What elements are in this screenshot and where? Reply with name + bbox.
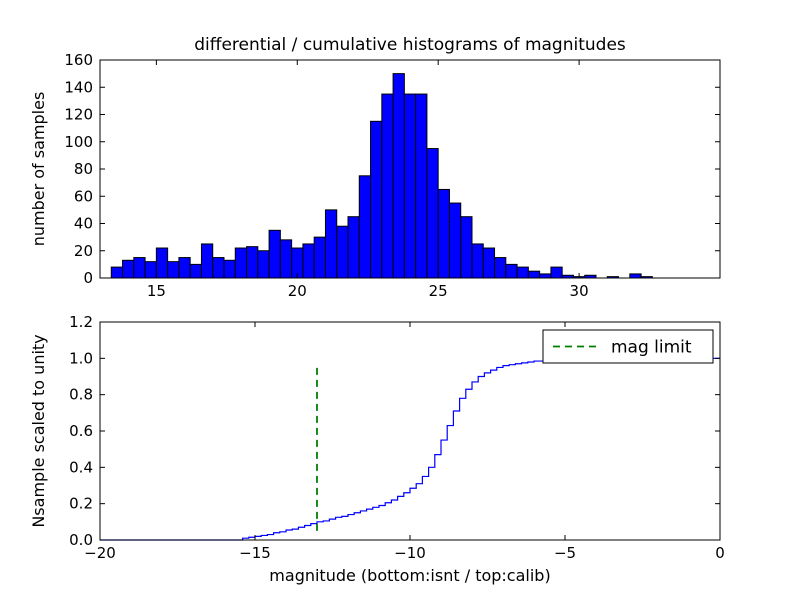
histogram-bar: [460, 216, 473, 279]
histogram-bar: [482, 247, 496, 279]
x-tick-label: −20: [84, 544, 116, 562]
histogram-bar: [381, 93, 394, 279]
y-tick-label: 100: [64, 133, 93, 151]
histogram-bar: [155, 247, 169, 279]
histogram-bar: [246, 246, 259, 279]
legend: mag limit: [542, 329, 714, 364]
y-tick-label: 0.2: [69, 495, 93, 513]
y-tick-label: 80: [74, 160, 93, 178]
histogram-bar: [189, 263, 202, 279]
cumulative-histogram-axes: −20 −15 −10 −5 0 0.0 0.2 0.4 0.6 0.8 1.0 1.2 mag lim…: [69, 313, 725, 562]
histogram-bar: [392, 73, 405, 279]
x-tick-label: −10: [394, 544, 426, 562]
y-tick-label: 60: [74, 187, 93, 205]
x-tick-label: −15: [239, 544, 271, 562]
histogram-bar: [167, 261, 180, 279]
histogram-bar: [516, 266, 529, 279]
histogram-bar: [234, 247, 248, 279]
histogram-bar: [268, 229, 281, 279]
histogram-bar: [133, 257, 146, 279]
x-tick-label: 25: [429, 282, 448, 300]
histogram-bar: [494, 257, 507, 279]
histogram-bar: [448, 202, 462, 279]
histogram-bar: [200, 243, 214, 279]
histogram-bar: [313, 236, 326, 279]
y-tick-label: 0.4: [69, 458, 93, 476]
figure-title: differential / cumulative histograms of …: [194, 35, 626, 55]
histogram-bar: [122, 259, 135, 279]
histogram-bar: [347, 216, 360, 279]
x-tick-label: 20: [288, 282, 307, 300]
x-tick-label: 0: [715, 544, 725, 562]
plot-area: 15 20 25 30 0 20 40 60 80 100 120 140 160 −20 −15 −10 −5…: [64, 51, 724, 562]
histogram-bar: [110, 266, 124, 279]
cumulative-curve: [100, 357, 720, 541]
bottom-y-axis-label: Nsample scaled to unity: [29, 334, 48, 527]
differential-histogram-axes: 15 20 25 30 0 20 40 60 80 100 120 140 160: [64, 51, 721, 300]
y-tick-label: 0.0: [69, 531, 93, 549]
histogram-bar: [178, 257, 191, 279]
histogram-bar: [370, 120, 383, 279]
histogram-bar: [527, 270, 541, 279]
histogram-bar: [324, 209, 338, 279]
y-tick-label: 0: [83, 269, 93, 287]
histogram-bar: [257, 250, 270, 279]
y-tick-label: 40: [74, 215, 93, 233]
histogram-bar: [426, 148, 439, 279]
histogram-bar: [358, 175, 372, 279]
histogram-bar: [550, 266, 563, 279]
histogram-bar: [505, 263, 518, 279]
y-tick-label: 0.6: [69, 422, 93, 440]
y-tick-label: 140: [64, 78, 93, 96]
histogram-bar: [223, 259, 236, 279]
x-axis-label: magnitude (bottom:isnt / top:calib): [269, 566, 550, 585]
histogram-bar: [144, 261, 157, 279]
histogram-bar: [212, 257, 225, 279]
histogram-bar: [629, 273, 642, 279]
tick-labels: −20 −15 −10 −5 0 0.0 0.2 0.4 0.6 0.8 1.0 1.2: [69, 313, 725, 562]
y-tick-label: 20: [74, 242, 93, 260]
top-y-axis-label: number of samples: [29, 92, 48, 247]
histogram-bar: [539, 273, 552, 279]
y-tick-label: 160: [64, 51, 93, 69]
histogram-bar: [279, 239, 293, 279]
y-tick-label: 120: [64, 106, 93, 124]
histogram-bar: [302, 243, 315, 279]
x-tick-label: 30: [570, 282, 589, 300]
x-tick-label: 15: [147, 282, 166, 300]
histogram-bar: [403, 93, 417, 279]
y-tick-label: 1.2: [69, 313, 93, 331]
tick-labels: 15 20 25 30 0 20 40 60 80 100 120 140 160: [64, 51, 588, 300]
histogram-bar: [471, 243, 484, 279]
x-tick-label: −5: [554, 544, 576, 562]
histogram-bar: [415, 93, 428, 279]
histogram-bar: [437, 188, 450, 279]
legend-label: mag limit: [611, 338, 692, 358]
histogram-bar: [336, 225, 349, 279]
y-tick-label: 1.0: [69, 349, 93, 367]
histogram-bars: [110, 73, 653, 279]
tick-marks: [100, 59, 720, 279]
tick-marks: [99, 321, 721, 541]
y-tick-label: 0.8: [69, 386, 93, 404]
